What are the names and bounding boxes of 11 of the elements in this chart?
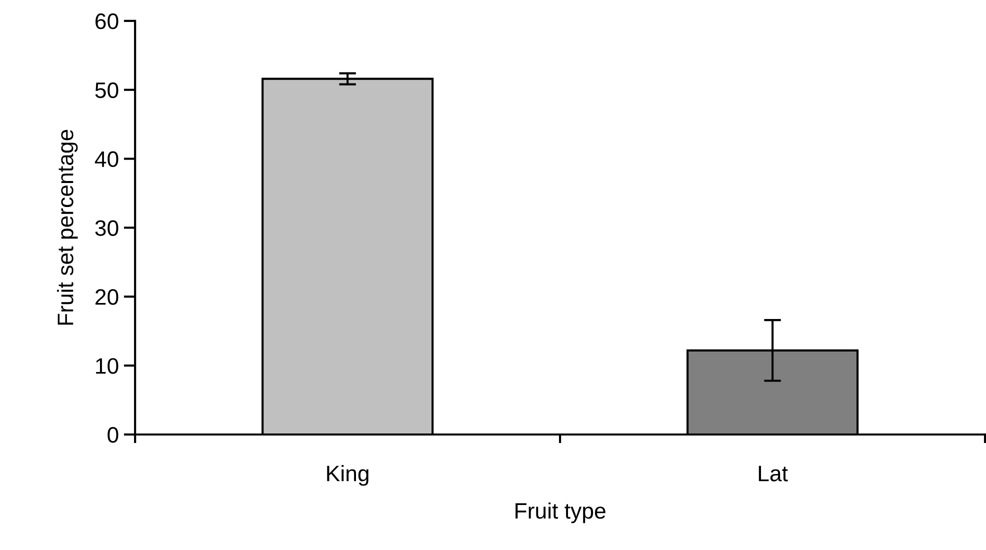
x-tick-label: King bbox=[327, 465, 368, 486]
y-tick-label: 0 bbox=[108, 427, 118, 443]
y-axis-title: Fruit set percentage bbox=[57, 130, 78, 325]
x-tick-label: Lat bbox=[758, 466, 788, 482]
y-tick-label: 50 bbox=[95, 82, 118, 98]
y-tick-label: 30 bbox=[95, 220, 118, 236]
x-axis-title: Fruit type bbox=[516, 502, 606, 524]
y-tick-label: 10 bbox=[96, 358, 118, 374]
y-tick-label: 20 bbox=[96, 289, 118, 305]
y-tick-label: 40 bbox=[94, 151, 118, 168]
y-tick-label: 60 bbox=[96, 13, 118, 30]
